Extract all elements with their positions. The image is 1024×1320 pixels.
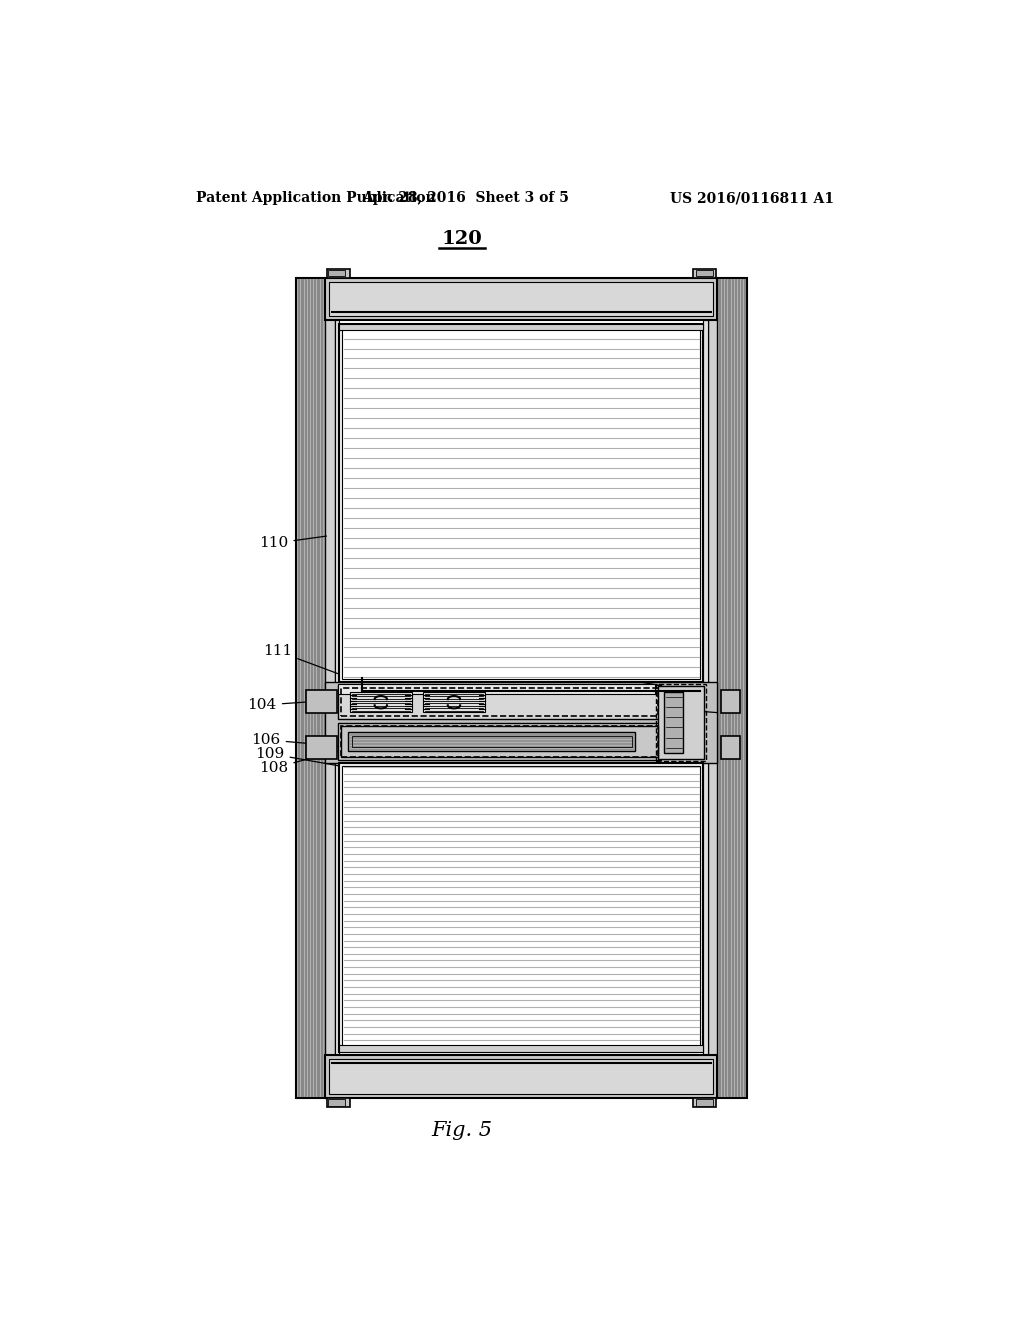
Text: 113: 113 <box>606 698 717 713</box>
Bar <box>721 737 740 759</box>
Bar <box>721 689 740 713</box>
Text: 110: 110 <box>259 536 327 550</box>
Bar <box>348 733 635 751</box>
Bar <box>708 277 717 1098</box>
Bar <box>306 737 337 759</box>
Bar <box>296 277 326 1098</box>
Text: 114: 114 <box>608 536 640 557</box>
Text: 108: 108 <box>259 742 369 775</box>
Bar <box>658 686 705 759</box>
Bar <box>717 277 746 1098</box>
Text: 117: 117 <box>608 723 681 739</box>
Text: Patent Application Publication: Patent Application Publication <box>196 191 435 206</box>
Bar <box>330 1059 714 1094</box>
Text: 104: 104 <box>248 698 315 711</box>
Text: 120: 120 <box>441 230 482 248</box>
Text: 116: 116 <box>606 875 642 890</box>
Bar <box>341 726 658 756</box>
Bar <box>692 268 716 277</box>
Bar <box>338 685 662 719</box>
Bar <box>692 1098 716 1107</box>
Bar <box>326 277 335 1098</box>
Text: US 2016/0116811 A1: US 2016/0116811 A1 <box>670 191 834 206</box>
Bar <box>703 321 708 1056</box>
Bar <box>330 281 714 317</box>
Bar <box>341 726 658 756</box>
Bar <box>326 277 717 321</box>
Bar <box>329 1100 345 1106</box>
Text: 112: 112 <box>604 671 659 685</box>
Text: Fig. 5: Fig. 5 <box>431 1121 493 1139</box>
Bar <box>656 684 706 760</box>
Bar <box>338 684 655 693</box>
Bar <box>338 723 662 760</box>
Bar <box>327 268 350 277</box>
Bar <box>339 1045 703 1052</box>
Bar <box>339 763 703 1052</box>
Bar <box>329 271 345 276</box>
Bar <box>695 271 713 276</box>
Bar <box>306 689 337 713</box>
Bar <box>350 693 412 711</box>
Bar <box>335 321 339 1056</box>
Bar <box>423 693 484 711</box>
Bar <box>327 1098 350 1107</box>
Bar <box>665 692 683 752</box>
Bar <box>342 327 700 678</box>
Bar <box>326 1056 717 1098</box>
Bar <box>339 323 703 330</box>
Bar <box>341 688 658 717</box>
Bar <box>326 682 717 763</box>
Bar <box>339 323 703 682</box>
Text: Apr. 28, 2016  Sheet 3 of 5: Apr. 28, 2016 Sheet 3 of 5 <box>362 191 569 206</box>
Text: 109: 109 <box>255 747 341 766</box>
Text: 106: 106 <box>252 733 351 747</box>
Bar <box>342 766 700 1048</box>
Bar <box>695 1100 713 1106</box>
Text: 111: 111 <box>263 644 347 677</box>
Bar <box>351 735 632 747</box>
